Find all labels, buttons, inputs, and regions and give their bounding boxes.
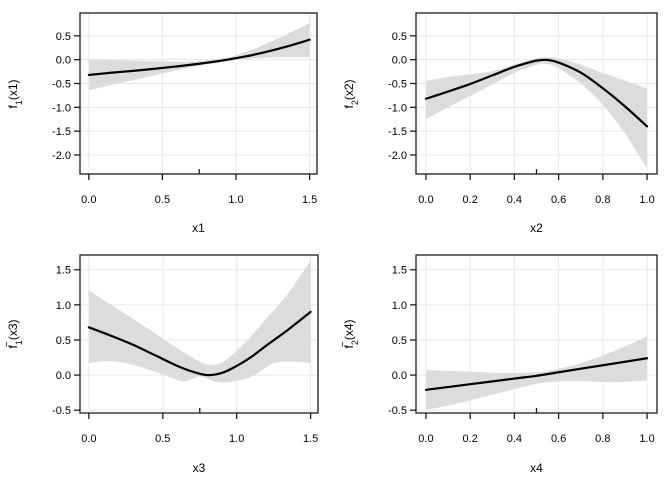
tick-labels: 0.0 0.2 0.4 0.6 0.8 1.0 0.5 0.0 -0.5 -1.0 -1.5 -2.0 — [388, 31, 655, 206]
plot-border — [415, 254, 658, 414]
x-axis-title: x3 — [192, 461, 206, 475]
x-tick-label: 0.0 — [418, 194, 433, 206]
plot-canvas-f1-x1: 0.0 0.5 1.0 1.5 0.5 0.0 -0.5 -1.0 -1.5 -2.0 — [52, 12, 318, 206]
confidence-band — [425, 336, 648, 411]
gridlines — [80, 13, 317, 174]
x-tick-label: 1.0 — [229, 433, 244, 445]
confidence-band — [425, 57, 648, 169]
x-tick-label: 1.0 — [639, 194, 654, 206]
confidence-band — [88, 23, 310, 91]
panel-f1tilde-x3: 0.0 0.5 1.0 1.5 1.5 1.0 0.5 0.0 -0.5 x3 f ~1(x3) — [0, 240, 336, 480]
x-tick-label: 0.0 — [81, 433, 96, 445]
x-tick-label: 0.0 — [81, 194, 96, 206]
x-tick-label: 0.4 — [507, 194, 522, 206]
axis-ticks — [74, 269, 312, 419]
y-tick-label: -1.5 — [388, 126, 407, 138]
axis-ticks — [74, 35, 311, 180]
confidence-band — [88, 260, 311, 383]
smooth-curve — [87, 310, 312, 377]
x-tick-label: 0.6 — [551, 194, 566, 206]
x-tick-label: 0.5 — [155, 194, 170, 206]
y-tick-label: -2.0 — [388, 150, 407, 162]
y-tick-label: -0.5 — [388, 78, 407, 90]
y-tick-label: 0.5 — [56, 31, 71, 43]
y-tick-label: 0.5 — [392, 31, 407, 43]
panel-f2-x2: 0.0 0.2 0.4 0.6 0.8 1.0 0.5 0.0 -0.5 -1.0 -1.5 -2.0… — [336, 0, 672, 240]
x-axis-title: x4 — [530, 461, 543, 475]
x-tick-label: 1.0 — [639, 433, 654, 445]
y-tick-label: -0.5 — [388, 405, 407, 417]
y-tick-label: 1.0 — [56, 300, 71, 312]
y-tick-label: 1.5 — [56, 265, 71, 277]
ylabel-argument: (x3) — [6, 319, 20, 341]
y-tick-label: 0.0 — [392, 370, 407, 382]
axis-ticks — [410, 35, 648, 180]
x-tick-label: 0.8 — [595, 194, 610, 206]
ylabel-subscript: 2 — [350, 99, 361, 105]
y-axis-title: f2(x2) — [341, 24, 361, 164]
x-tick-label: 0.6 — [551, 433, 566, 445]
y-tick-label: -0.5 — [52, 405, 71, 417]
smooth-curve — [87, 38, 311, 77]
x-axis-title: x2 — [530, 221, 543, 235]
ylabel-subscript: 2 — [350, 340, 361, 346]
y-tick-label: 0.0 — [392, 55, 407, 67]
ylabel-subscript: 1 — [14, 340, 25, 346]
x-tick-label: 0.2 — [463, 194, 478, 206]
tick-labels: 0.0 0.2 0.4 0.6 0.8 1.0 1.5 1.0 0.5 0.0 -0.5 — [388, 265, 655, 445]
tick-labels: 0.0 0.5 1.0 1.5 0.5 0.0 -0.5 -1.0 -1.5 -2.0 — [52, 31, 317, 206]
ylabel-base: f — [6, 104, 20, 109]
x-tick-label: 1.5 — [303, 433, 318, 445]
ylabel-subscript: 1 — [14, 99, 25, 105]
plot-border — [79, 254, 319, 414]
plot-border — [79, 12, 318, 175]
y-tick-label: 1.0 — [392, 300, 407, 312]
x-tick-label: 0.0 — [418, 433, 433, 445]
panel-f1-x1: 0.0 0.5 1.0 1.5 0.5 0.0 -0.5 -1.0 -1.5 -2.0 x1 f1… — [0, 0, 336, 240]
x-tick-label: 0.2 — [463, 433, 478, 445]
ylabel-argument: (x4) — [342, 319, 356, 341]
smooth-curve — [424, 357, 649, 391]
y-tick-label: -2.0 — [52, 150, 71, 162]
ylabel-argument: (x2) — [342, 78, 356, 100]
tick-labels: 0.0 0.5 1.0 1.5 1.5 1.0 0.5 0.0 -0.5 — [52, 265, 318, 445]
plot-border — [415, 12, 658, 175]
plot-canvas-f2-x2: 0.0 0.2 0.4 0.6 0.8 1.0 0.5 0.0 -0.5 -1.0 -1.5 -2.0 — [388, 12, 658, 206]
ylabel-base: f ~ — [1, 341, 20, 349]
plot-canvas-f2tilde-x4: 0.0 0.2 0.4 0.6 0.8 1.0 1.5 1.0 0.5 0.0 -0.5 — [388, 254, 658, 445]
y-tick-label: -1.0 — [388, 102, 407, 114]
y-tick-label: -0.5 — [52, 78, 71, 90]
x-tick-label: 0.4 — [507, 433, 522, 445]
y-tick-label: -1.0 — [52, 102, 71, 114]
y-tick-label: 0.0 — [56, 55, 71, 67]
y-tick-label: 0.5 — [392, 335, 407, 347]
ylabel-base: f ~ — [337, 341, 356, 349]
ylabel-base: f — [342, 104, 356, 109]
y-axis-title: f ~1(x3) — [1, 264, 25, 404]
axis-ticks — [410, 269, 648, 419]
plot-canvas-f1tilde-x3: 0.0 0.5 1.0 1.5 1.5 1.0 0.5 0.0 -0.5 — [52, 254, 319, 445]
x-tick-label: 1.0 — [228, 194, 243, 206]
x-tick-label: 0.8 — [595, 433, 610, 445]
y-tick-label: -1.5 — [52, 126, 71, 138]
y-tick-label: 1.5 — [392, 265, 407, 277]
y-axis-title: f1(x1) — [5, 24, 25, 164]
panel-f2tilde-x4: 0.0 0.2 0.4 0.6 0.8 1.0 1.5 1.0 0.5 0.0 -0.5 x4 f ~… — [336, 240, 672, 480]
x-tick-label: 1.5 — [302, 194, 317, 206]
y-axis-title: f ~2(x4) — [337, 264, 361, 404]
y-tick-label: 0.5 — [56, 335, 71, 347]
ylabel-argument: (x1) — [6, 78, 20, 100]
smooth-curve — [424, 58, 649, 128]
y-tick-label: 0.0 — [56, 370, 71, 382]
x-axis-title: x1 — [192, 221, 205, 235]
x-tick-label: 0.5 — [155, 433, 170, 445]
